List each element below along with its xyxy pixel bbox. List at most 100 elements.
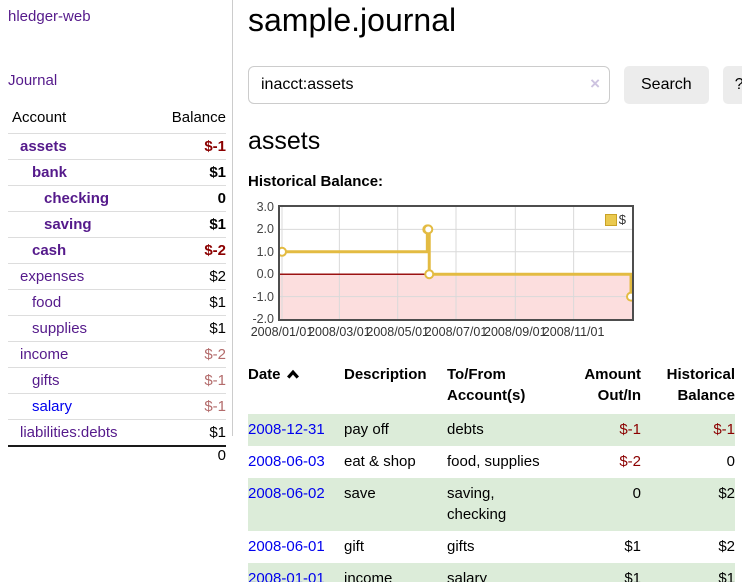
account-balance: $-2 xyxy=(153,341,226,368)
search-input[interactable] xyxy=(248,66,610,104)
transaction-balance: $2 xyxy=(718,484,735,502)
accounts-total-row: 0 xyxy=(8,445,226,464)
account-link[interactable]: liabilities:debts xyxy=(20,424,118,441)
account-row: assets $-1 xyxy=(8,133,226,160)
chart-y-tick-label: 2.0 xyxy=(256,222,274,237)
account-row: food $1 xyxy=(8,289,226,316)
transaction-account-name: saving xyxy=(447,484,491,502)
transaction-account-name: supplies xyxy=(484,452,540,470)
search-box: × xyxy=(248,66,610,104)
accounts-table: Account Balance assets $-1 bank $1 checking 0… xyxy=(8,106,226,464)
account-balance: $-1 xyxy=(153,367,226,394)
transaction-accounts: debts xyxy=(447,414,563,446)
transaction-account-name: debts xyxy=(447,421,484,438)
register-header-balance: Historical Balance xyxy=(666,366,735,404)
transaction-date-link[interactable]: 2008-06-03 xyxy=(248,452,325,470)
chart-y-tick-label: -2.0 xyxy=(252,312,274,326)
register-table-body: 2008-12-31 pay off debts $-1 $-1 2008-06-03 ea… xyxy=(248,414,735,582)
transaction-balance: $-1 xyxy=(713,421,735,438)
account-link[interactable]: expenses xyxy=(20,268,85,285)
transaction-balance: $2 xyxy=(718,538,735,555)
legend-label: $ xyxy=(618,212,626,227)
chart-x-tick-label: 2008/05/01 xyxy=(366,325,429,339)
transaction-accounts: gifts xyxy=(447,531,563,563)
chart-canvas xyxy=(280,207,632,319)
page-title: sample.journal xyxy=(248,2,457,38)
accounts-total-value: 0 xyxy=(8,445,226,464)
transaction-date-link[interactable]: 2008-12-31 xyxy=(248,421,325,438)
account-link[interactable]: food xyxy=(32,294,62,311)
search-button[interactable]: Search xyxy=(624,66,709,104)
register-header-description: Description xyxy=(344,366,427,383)
register-header-amount: Amount Out/In xyxy=(584,366,641,404)
account-balance: $2 xyxy=(153,263,226,290)
register-table: Date Description To/From Account(s) Amou… xyxy=(248,361,735,582)
account-row: income $-2 xyxy=(8,341,226,368)
account-balance: $-1 xyxy=(153,393,226,420)
transaction-date-link[interactable]: 2008-06-02 xyxy=(248,484,325,502)
sort-ascending-icon xyxy=(286,369,299,379)
account-link[interactable]: gifts xyxy=(32,372,60,389)
accounts-header-balance: Balance xyxy=(171,109,226,126)
account-row: salary $-1 xyxy=(8,393,226,420)
sidebar-item-journal[interactable]: Journal xyxy=(8,72,58,89)
account-row: checking 0 xyxy=(8,185,226,212)
brand-link[interactable]: hledger-web xyxy=(8,8,91,25)
clear-search-icon[interactable]: × xyxy=(590,74,600,93)
chart-x-tick-label: 2008/11/01 xyxy=(542,325,605,339)
transaction-row: 2008-06-03 eat & shop food, supplies $-2 0 xyxy=(248,446,735,478)
transaction-row: 2008-12-31 pay off debts $-1 $-1 xyxy=(248,414,735,446)
transaction-amount: 0 xyxy=(632,484,641,502)
account-balance: $1 xyxy=(153,211,226,238)
transaction-row: 2008-01-01 income salary $1 $1 xyxy=(248,562,735,582)
chart-legend: $ xyxy=(604,212,626,227)
chart-x-tick-label: 2008/03/01 xyxy=(308,325,371,339)
account-balance: $-2 xyxy=(153,237,226,264)
transaction-row: 2008-06-02 save saving, checking 0 $2 xyxy=(248,477,735,531)
transaction-description: gift xyxy=(344,538,365,555)
historical-balance-chart: $ 3.0 2.0 1.0 0.0 -1.0 -2.0 2008/01/01 2008/03/… xyxy=(248,200,636,342)
transaction-date-link[interactable]: 2008-01-01 xyxy=(248,569,325,582)
transaction-amount: $-2 xyxy=(619,452,641,470)
account-link[interactable]: bank xyxy=(32,164,68,181)
chart-heading: Historical Balance: xyxy=(248,173,384,190)
chart-x-tick-label: 2008/09/01 xyxy=(484,325,547,339)
transaction-description: pay off xyxy=(344,421,389,438)
chart-x-tick-label: 2008/07/01 xyxy=(424,325,488,339)
chart-x-tick-label: 2008/01/01 xyxy=(250,325,314,339)
chart-y-tick-label: -1.0 xyxy=(252,289,274,304)
transaction-account-name: food xyxy=(447,452,477,470)
account-link[interactable]: saving xyxy=(44,216,92,233)
transaction-accounts: salary xyxy=(447,563,563,582)
account-row: bank $1 xyxy=(8,159,226,186)
transaction-account-name: gifts xyxy=(447,538,475,555)
account-link[interactable]: checking xyxy=(44,190,110,207)
account-link[interactable]: income xyxy=(20,346,69,363)
register-header-date-label: Date xyxy=(248,366,281,383)
accounts-header-row: Account Balance xyxy=(8,106,226,134)
account-link[interactable]: assets xyxy=(20,138,67,155)
account-link[interactable]: supplies xyxy=(32,320,88,337)
account-heading: assets xyxy=(248,127,321,155)
help-button[interactable]: ? xyxy=(722,66,742,104)
accounts-header-account: Account xyxy=(12,109,67,126)
transaction-amount: $-1 xyxy=(619,421,641,438)
accounts-table-body: assets $-1 bank $1 checking 0 saving $1 cash $-2 e… xyxy=(8,133,226,446)
transaction-balance: $1 xyxy=(718,569,735,582)
account-balance: $1 xyxy=(153,289,226,316)
account-balance: $1 xyxy=(153,315,226,342)
chart-y-tick-label: 1.0 xyxy=(256,244,274,259)
transaction-date-link[interactable]: 2008-06-01 xyxy=(248,538,325,555)
account-balance: $1 xyxy=(153,159,226,186)
account-link[interactable]: cash xyxy=(32,242,67,259)
transaction-description: eat & shop xyxy=(344,452,416,470)
account-row: gifts $-1 xyxy=(8,367,226,394)
transaction-amount: $1 xyxy=(624,569,641,582)
transaction-account-name: salary xyxy=(447,569,488,582)
legend-swatch-icon xyxy=(604,213,617,226)
main-content: sample.journal × Search ? assets Histori… xyxy=(233,0,742,582)
register-header-date[interactable]: Date xyxy=(248,361,344,414)
account-link[interactable]: salary xyxy=(32,398,73,415)
chart-y-tick-label: 3.0 xyxy=(256,200,274,214)
